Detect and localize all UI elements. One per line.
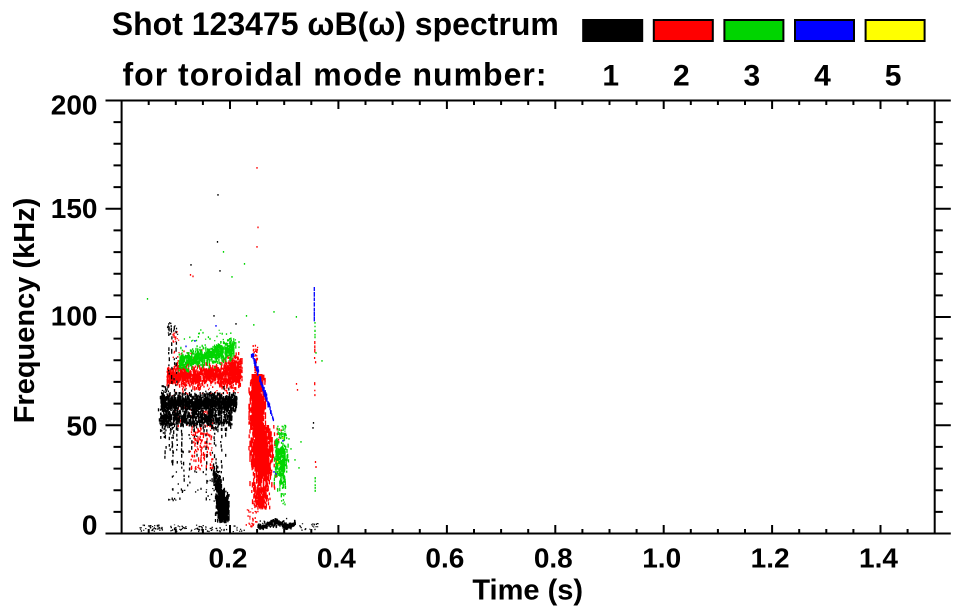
svg-text:1.2: 1.2 xyxy=(751,542,790,573)
svg-text:1: 1 xyxy=(602,60,619,93)
svg-text:0.6: 0.6 xyxy=(425,542,464,573)
svg-text:0: 0 xyxy=(82,510,98,541)
svg-text:0.2: 0.2 xyxy=(209,542,248,573)
svg-text:200: 200 xyxy=(51,90,98,121)
svg-text:150: 150 xyxy=(51,193,98,224)
svg-text:1.0: 1.0 xyxy=(642,542,681,573)
svg-text:4: 4 xyxy=(814,60,831,93)
svg-text:0.8: 0.8 xyxy=(534,542,573,573)
svg-text:Frequency (kHz): Frequency (kHz) xyxy=(9,198,41,424)
svg-text:0.4: 0.4 xyxy=(317,542,356,573)
svg-text:Time (s): Time (s) xyxy=(472,574,583,606)
svg-text:2: 2 xyxy=(673,60,690,93)
svg-text:100: 100 xyxy=(51,301,98,332)
svg-text:50: 50 xyxy=(66,411,97,442)
svg-text:Shot 123475 ωB(ω) spectrum: Shot 123475 ωB(ω) spectrum xyxy=(112,6,559,42)
svg-text:for toroidal mode number:: for toroidal mode number: xyxy=(123,57,548,93)
svg-text:3: 3 xyxy=(744,60,761,93)
svg-text:1.4: 1.4 xyxy=(859,542,898,573)
svg-text:5: 5 xyxy=(885,60,902,93)
